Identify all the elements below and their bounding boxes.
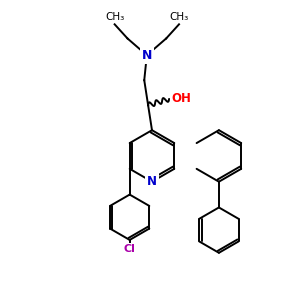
Text: Cl: Cl xyxy=(124,244,136,254)
Text: N: N xyxy=(147,175,157,188)
Text: N: N xyxy=(142,49,152,62)
Text: CH₃: CH₃ xyxy=(169,12,189,22)
Text: OH: OH xyxy=(171,92,191,105)
Text: CH₃: CH₃ xyxy=(105,12,124,22)
